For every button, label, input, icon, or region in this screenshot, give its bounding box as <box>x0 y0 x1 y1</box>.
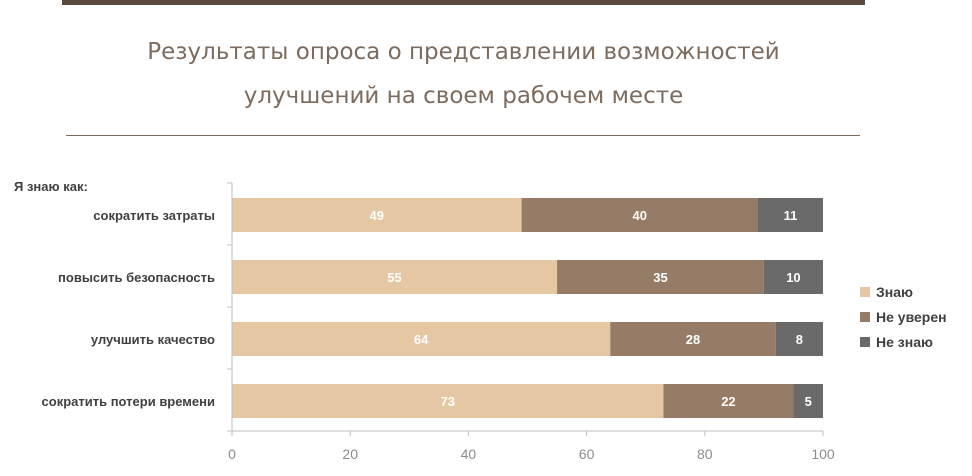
category-label: сократить потери времени <box>42 394 215 409</box>
data-label: 40 <box>633 208 647 223</box>
bar-segment <box>232 384 664 418</box>
title-line-2: улучшений на своем рабочем месте <box>243 83 684 109</box>
x-tick-label: 20 <box>342 446 358 462</box>
bar-segment <box>763 260 823 294</box>
bar-segment <box>610 322 776 356</box>
x-tick-label: 100 <box>811 446 835 462</box>
data-label: 8 <box>796 332 803 347</box>
bar-segment <box>793 384 823 418</box>
data-label: 10 <box>786 270 800 285</box>
bar-segment <box>663 384 794 418</box>
data-label: 49 <box>370 208 384 223</box>
data-label: 5 <box>805 394 812 409</box>
title-rule <box>66 135 860 136</box>
x-tick-label: 80 <box>697 446 713 462</box>
data-label: 35 <box>653 270 667 285</box>
x-tick-label: 0 <box>228 446 236 462</box>
x-tick-label: 60 <box>579 446 595 462</box>
bar-segment <box>757 198 823 232</box>
legend-label: Знаю <box>876 284 913 300</box>
category-label: улучшить качество <box>91 332 215 347</box>
bar-segment <box>232 260 558 294</box>
data-label: 73 <box>440 394 454 409</box>
bar-segment <box>557 260 764 294</box>
legend-swatch <box>860 312 870 322</box>
category-label: сократить затраты <box>93 208 215 223</box>
bar-segment <box>232 198 522 232</box>
data-label: 64 <box>414 332 429 347</box>
chart-title: Результаты опроса о представлении возмож… <box>62 30 865 118</box>
legend-label: Не знаю <box>876 334 933 350</box>
legend-label: Не уверен <box>876 309 947 325</box>
bar-segment <box>521 198 758 232</box>
group-label: Я знаю как: <box>14 179 88 194</box>
legend-swatch <box>860 287 870 297</box>
bar-segment <box>232 322 611 356</box>
legend-swatch <box>860 337 870 347</box>
data-label: 22 <box>721 394 735 409</box>
axes-layer: 0 20 40 60 80 100 <box>227 182 835 462</box>
data-label: 28 <box>686 332 700 347</box>
x-tick-label: 40 <box>461 446 477 462</box>
top-rule <box>62 0 865 5</box>
bar-segment <box>775 322 823 356</box>
data-label: 11 <box>784 208 798 223</box>
legend: Знаю Не уверен Не знаю <box>860 284 947 350</box>
bars-layer: сократить затраты 49 40 11 повысить безопасн… <box>42 198 823 418</box>
category-label: повысить безопасность <box>58 270 215 285</box>
title-line-1: Результаты опроса о представлении возмож… <box>147 39 780 65</box>
data-label: 55 <box>387 270 401 285</box>
